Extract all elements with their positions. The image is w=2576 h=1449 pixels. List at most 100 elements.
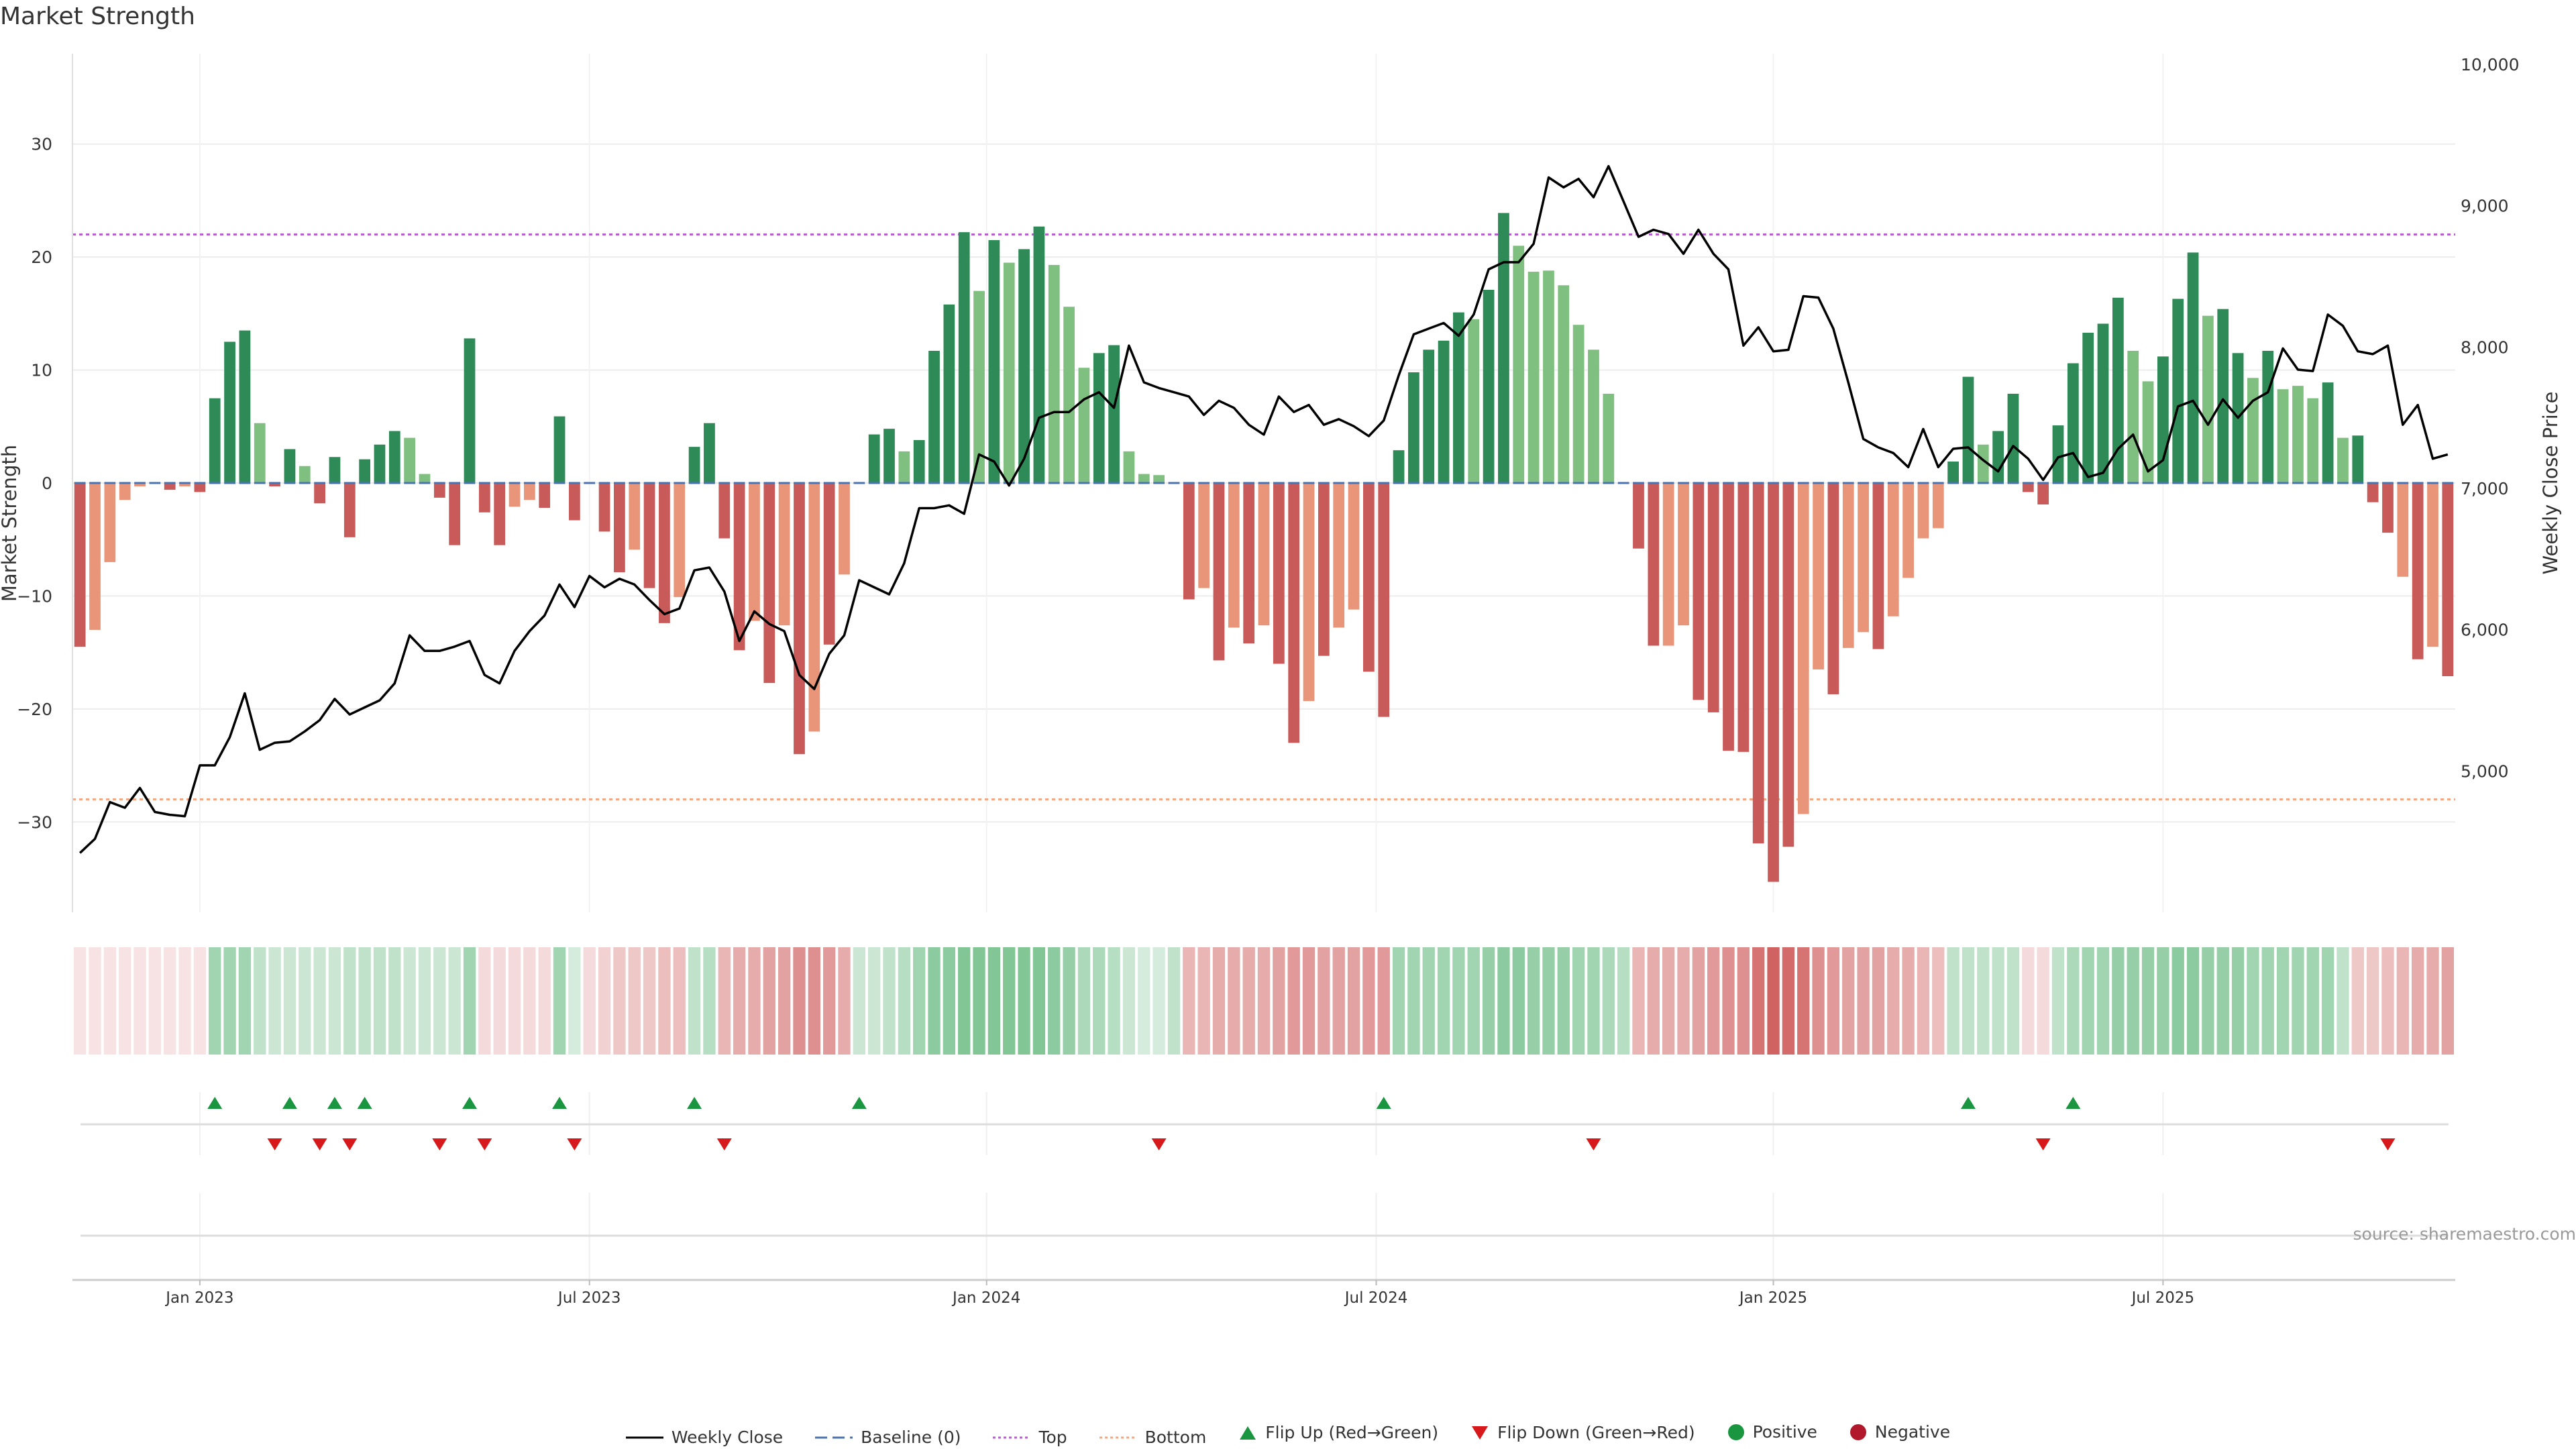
strength-bar [2262,350,2274,483]
legend-label: Positive [1752,1422,1817,1442]
sentiment-cell [463,947,476,1055]
sentiment-cell [1452,947,1465,1055]
strength-bar [1393,450,1405,483]
strength-bar [1153,475,1165,483]
legend-label: Baseline (0) [861,1428,961,1447]
sentiment-cell [643,947,656,1055]
strength-bar [2292,386,2304,483]
strength-bar [1423,350,1435,483]
sentiment-cell [2006,947,2020,1055]
flip-up-marker [357,1097,372,1109]
strength-bar [1827,483,1839,694]
sentiment-cell [1242,947,1255,1055]
sentiment-cell [883,947,896,1055]
strength-bar [134,483,146,487]
strength-bar [478,483,490,513]
sentiment-cell [853,947,865,1055]
strength-bar [1768,483,1779,882]
sentiment-cell [2127,947,2139,1055]
legend-bottom[interactable]: Bottom [1099,1428,1206,1447]
sentiment-cell [1183,947,1195,1055]
sentiment-cell [2141,947,2155,1055]
sentiment-cell [268,947,281,1055]
sentiment-cell [1197,947,1210,1055]
sentiment-cell [2306,947,2319,1055]
strength-bar [2217,309,2229,483]
strength-bar [553,416,566,483]
strength-bar [464,338,476,483]
strength-bar [388,431,400,483]
sentiment-cell [448,947,461,1055]
strength-bar [2247,378,2259,483]
strength-bar [883,429,895,483]
sentiment-heat-strip [74,947,2454,1055]
strength-bar [2307,398,2319,483]
weekly-close-line [79,164,2449,854]
flip-down-marker [567,1138,582,1150]
legend-negative[interactable]: Negative [1849,1422,1950,1442]
sentiment-cell [1048,947,1061,1055]
legend-flip-down[interactable]: Flip Down (Green→Red) [1470,1423,1695,1442]
strength-bar [1662,483,1674,646]
x-tick-label: Jul 2023 [557,1289,621,1307]
strength-bar [1813,483,1824,669]
sentiment-cell [1707,947,1720,1055]
sentiment-cell [1872,947,1885,1055]
sentiment-cell [1542,947,1555,1055]
strength-bar [2412,483,2424,659]
strength-bar [1078,368,1090,483]
sentiment-cell [103,947,117,1055]
sentiment-cell [1377,947,1390,1055]
x-tick-label: Jan 2024 [951,1289,1020,1307]
sentiment-cell [1407,947,1420,1055]
strength-bar [1977,444,1989,483]
legend-baseline[interactable]: Baseline (0) [815,1428,961,1447]
legend-label: Flip Down (Green→Red) [1497,1423,1695,1442]
sentiment-cell [1257,947,1271,1055]
sentiment-cell [254,947,266,1055]
sentiment-cell [583,947,596,1055]
legend-flip-up[interactable]: Flip Up (Red→Green) [1238,1423,1438,1442]
legend-top[interactable]: Top [993,1428,1067,1447]
strength-bar [1183,483,1195,600]
strength-bar [1723,483,1734,751]
strength-bar [1947,462,1959,483]
y-tick-label: 0 [42,474,52,493]
strength-bar [629,483,641,550]
strength-bar [374,444,386,483]
strength-bar [2322,382,2334,483]
strength-bar [1513,246,1525,483]
gridlines [72,54,2455,1280]
legend-positive[interactable]: Positive [1727,1422,1817,1442]
strength-bar [2082,333,2094,483]
legend-weekly-close[interactable]: Weekly Close [625,1428,783,1447]
sentiment-cell [238,947,252,1055]
sentiment-cell [388,947,401,1055]
flip-down-marker [477,1138,492,1150]
sentiment-cell [2186,947,2200,1055]
strength-bar [269,483,280,487]
bottom-swatch [1099,1436,1137,1438]
strength-bar [1797,483,1809,814]
strength-bar [1243,483,1255,644]
sentiment-cell [1797,947,1810,1055]
sentiment-cell [283,947,297,1055]
sentiment-cell [1032,947,1046,1055]
legend-label: Flip Up (Red→Green) [1265,1423,1439,1442]
strength-bar [1333,483,1345,628]
strength-bar [1498,213,1509,483]
strength-bar [508,483,521,507]
sentiment-cell [493,947,506,1055]
strength-bar [794,483,805,755]
legend-label: Negative [1874,1422,1951,1442]
sentiment-cell [538,947,551,1055]
strength-bar [1917,483,1929,539]
sentiment-cell [2441,947,2454,1055]
strength-bar [1782,483,1794,847]
sentiment-cell [2337,947,2349,1055]
sentiment-cell [403,947,416,1055]
strength-bar [1108,345,1120,483]
strength-bar [1438,340,1450,483]
sentiment-cell [1812,947,1825,1055]
